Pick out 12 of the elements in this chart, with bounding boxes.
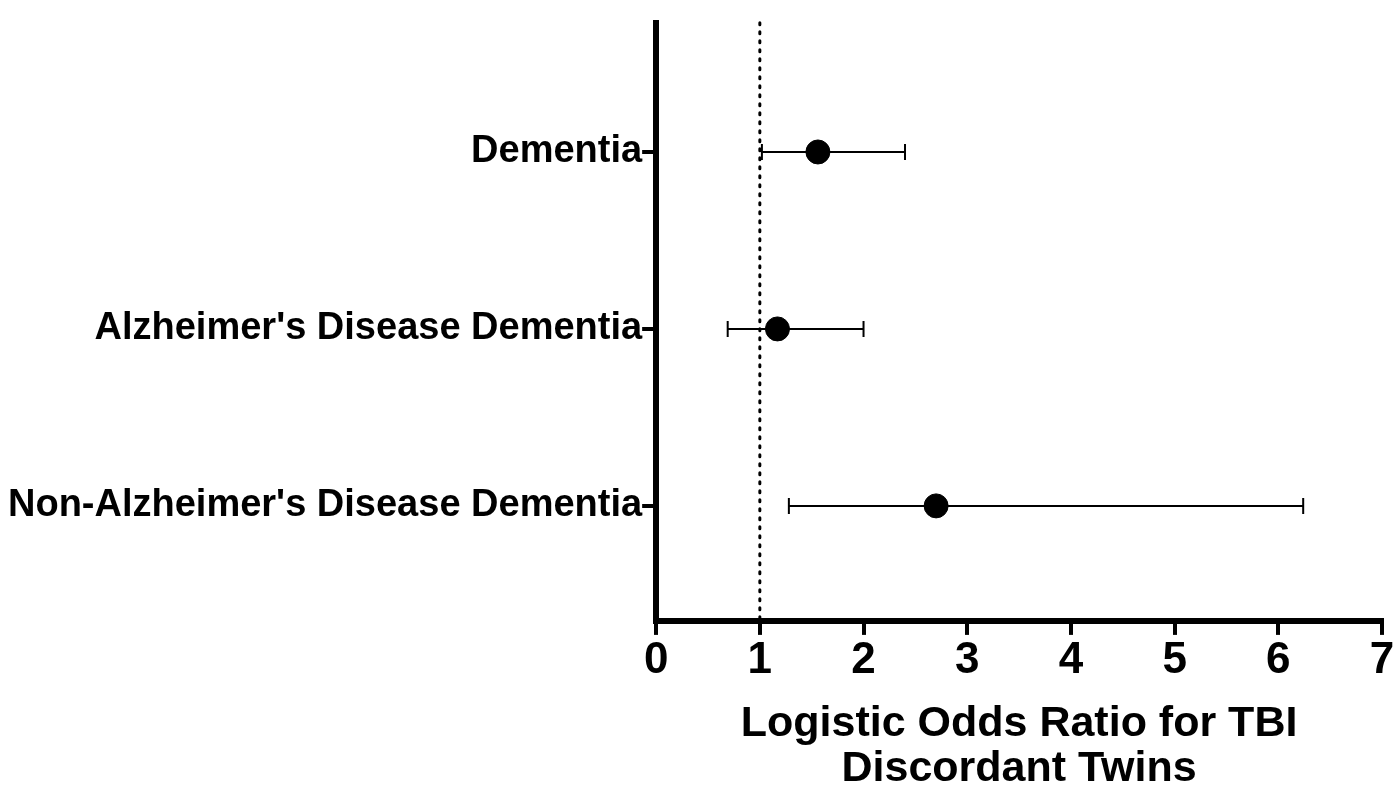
x-tick-label: 4: [1058, 633, 1084, 683]
x-tick-label: 0: [643, 633, 669, 683]
x-tick-label: 5: [1162, 633, 1187, 683]
y-tick-label: Dementia: [471, 128, 643, 171]
x-tick-label: 6: [1266, 633, 1291, 683]
x-tick-label: 3: [954, 633, 980, 683]
x-tick-label: 1: [747, 633, 773, 683]
y-tick-label: Alzheimer's Disease Dementia: [94, 305, 644, 348]
x-tick-label: 7: [1369, 633, 1395, 683]
y-tick-label: Non-Alzheimer's Disease Dementia: [7, 482, 643, 525]
x-axis-title: Logistic Odds Ratio for TBI Discordant Twins: [740, 697, 1298, 791]
x-tick-label: 2: [851, 633, 876, 683]
